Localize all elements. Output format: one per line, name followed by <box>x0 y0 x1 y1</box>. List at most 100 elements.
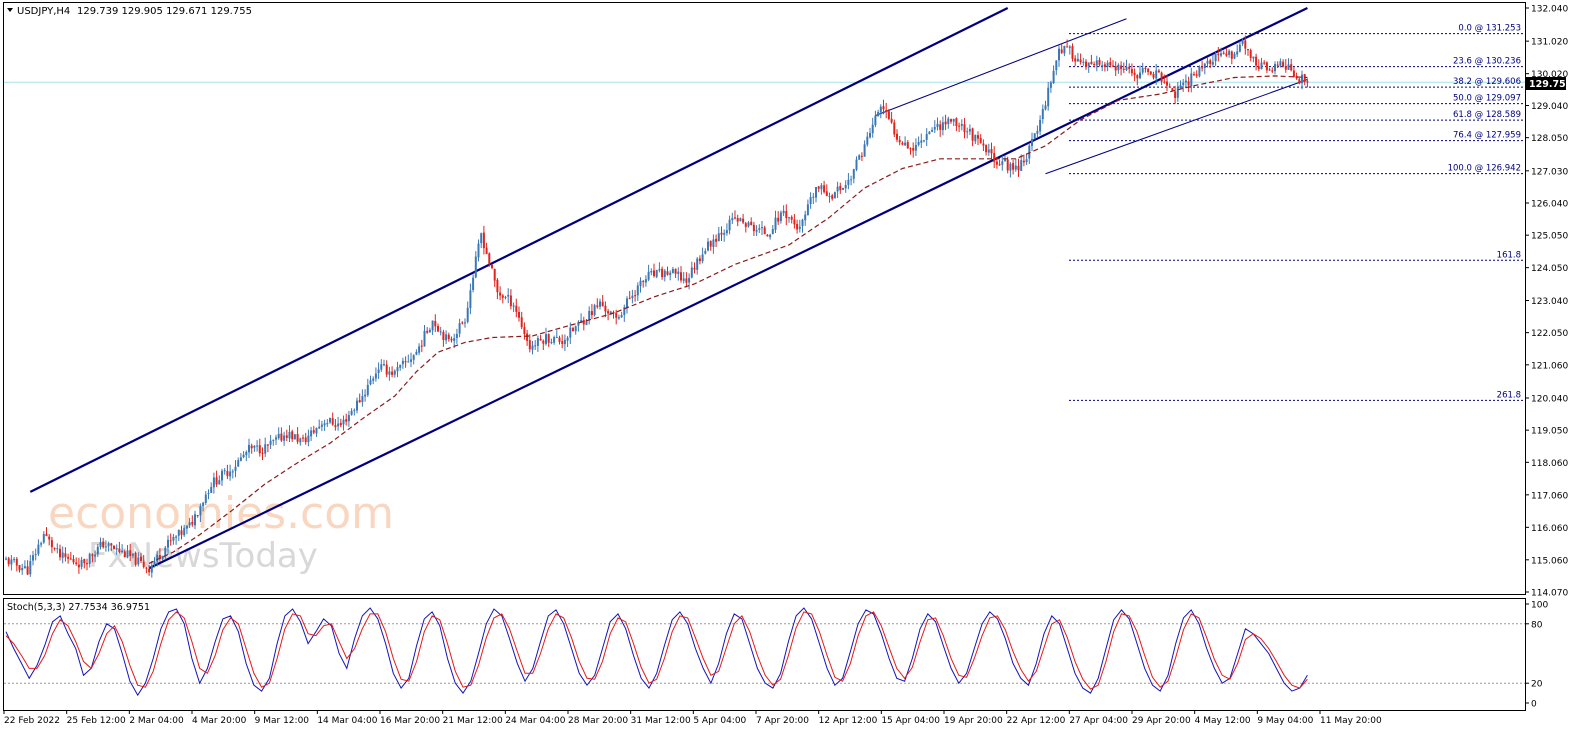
candle-body <box>823 185 826 193</box>
time-tick-label: 9 Mar 12:00 <box>255 716 310 726</box>
price-axis-layer: 132.040 131.020 130.020 129.040 128.050 127.0… <box>1525 5 1568 599</box>
candle-body <box>1257 66 1260 70</box>
candle-body <box>812 196 815 198</box>
candle-body <box>860 155 863 157</box>
candle-body <box>342 419 345 425</box>
candle-body <box>169 540 172 542</box>
candle-body <box>210 486 213 493</box>
price-tick-label: 117.060 <box>1531 491 1568 501</box>
candle-body <box>223 470 226 472</box>
inner-channel-line <box>1045 79 1308 175</box>
current-price-label: 129.755 <box>1529 79 1572 90</box>
candle-body <box>896 133 898 140</box>
candle-body <box>1052 70 1055 84</box>
candle-body <box>1049 82 1052 88</box>
candle-body <box>437 325 439 332</box>
candle-body <box>110 543 113 546</box>
candle-body <box>1012 163 1015 170</box>
candle-body <box>1152 73 1155 78</box>
candle-body <box>534 345 537 347</box>
candle-body <box>585 320 588 325</box>
candle-body <box>1171 88 1174 92</box>
candle-body <box>250 445 253 449</box>
time-tick-label: 31 Mar 12:00 <box>631 716 691 726</box>
candle-body <box>725 230 728 234</box>
candle-body <box>188 522 191 526</box>
candle-body <box>407 361 410 363</box>
candle-body <box>547 334 550 343</box>
candle-body <box>1244 40 1247 49</box>
candle-body <box>509 295 512 307</box>
candle-body <box>299 438 302 443</box>
candle-body <box>1098 59 1101 65</box>
candle-body <box>1149 71 1152 75</box>
candle-body <box>291 431 294 440</box>
price-tick-label: 114.070 <box>1531 589 1568 599</box>
candle-body <box>723 232 726 235</box>
candle-body <box>50 540 53 548</box>
candle-body <box>96 546 99 555</box>
candle-body <box>542 340 545 344</box>
candle-body <box>1006 159 1009 171</box>
candle-body <box>931 129 934 132</box>
candle-body <box>337 423 340 427</box>
candle-body <box>1198 66 1201 77</box>
candle-body <box>221 470 223 481</box>
candle-body <box>372 378 375 381</box>
candle-body <box>982 143 985 146</box>
candle-body <box>798 226 801 229</box>
candle-body <box>426 330 429 333</box>
candle-body <box>515 305 518 312</box>
candle-body <box>410 359 412 362</box>
price-tick-label: 118.060 <box>1531 459 1568 469</box>
candle-body <box>1074 58 1077 62</box>
candle-body <box>288 431 291 439</box>
candle-body <box>912 147 915 151</box>
candle-body <box>488 253 491 265</box>
candle-body <box>925 134 928 140</box>
time-tick-label: 2 Mar 04:00 <box>129 716 184 726</box>
time-tick-label: 24 Mar 04:00 <box>505 716 565 726</box>
candle-body <box>45 533 48 537</box>
price-tick-label: 122.050 <box>1531 329 1568 339</box>
candle-body <box>998 164 1001 166</box>
candle-body <box>1087 62 1090 67</box>
candle-body <box>1247 49 1249 51</box>
ohlc-values: 129.739 129.905 129.671 129.755 <box>77 6 252 17</box>
price-tick-label: 129.040 <box>1531 102 1568 112</box>
fib-level-label: 38.2 @ 129.606 <box>1453 77 1521 87</box>
current-price-box <box>1526 77 1566 90</box>
candle-body <box>428 329 431 333</box>
candle-body <box>499 292 502 296</box>
candle-body <box>280 433 283 441</box>
candle-body <box>180 530 183 535</box>
candle-body <box>1190 73 1193 87</box>
candle-body <box>385 364 388 375</box>
candle-body <box>275 437 277 440</box>
candle-body <box>1271 70 1274 72</box>
candle-body <box>1090 61 1093 65</box>
candle-body <box>615 312 618 318</box>
candle-body <box>1252 56 1255 59</box>
candle-body <box>1093 64 1096 66</box>
candle-body <box>137 557 140 565</box>
candle-body <box>380 364 383 370</box>
candle-body <box>966 131 969 133</box>
time-tick-label: 5 Apr 04:00 <box>693 716 746 726</box>
candle-body <box>599 301 601 307</box>
candle-body <box>1241 40 1244 44</box>
candle-body <box>968 128 971 132</box>
candle-body <box>118 548 121 553</box>
candle-body <box>1201 67 1204 69</box>
candle-body <box>393 370 396 375</box>
candle-body <box>56 548 59 550</box>
chevron-down-icon[interactable] <box>7 8 13 12</box>
candle-body <box>161 555 164 560</box>
candle-body <box>469 290 472 309</box>
candle-body <box>971 128 974 141</box>
candle-body <box>26 566 29 575</box>
candle-body <box>404 361 407 363</box>
candle-body <box>874 115 877 126</box>
candle-body <box>882 106 885 110</box>
